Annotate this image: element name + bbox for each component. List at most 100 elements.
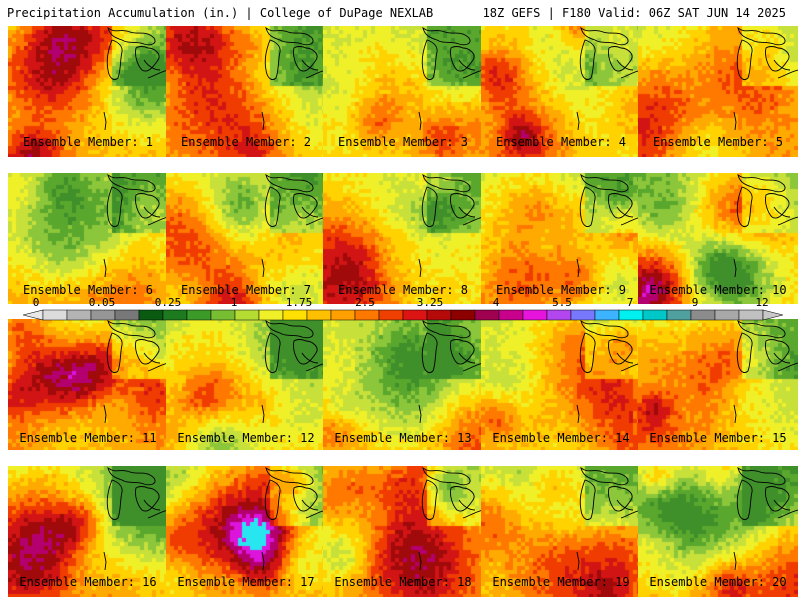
great-lakes-outline: [733, 26, 798, 131]
ensemble-member-label: Ensemble Member: 12: [177, 431, 315, 445]
great-lakes-outline: [261, 319, 326, 424]
ensemble-member-map: [323, 173, 483, 304]
great-lakes-outline: [103, 319, 168, 424]
ensemble-member-map: [166, 466, 326, 597]
great-lakes-outline: [261, 466, 326, 571]
colorbar-tick-label: 0: [32, 296, 40, 309]
great-lakes-outline: [418, 26, 483, 131]
colorbar-bin: [522, 309, 548, 321]
colorbar-bin: [618, 309, 644, 321]
colorbar-bin: [546, 309, 572, 321]
colorbar-bin: [570, 309, 596, 321]
ensemble-member-map: [638, 26, 798, 157]
colorbar-bin: [738, 309, 764, 321]
ensemble-member-map: [481, 173, 641, 304]
ensemble-member-map: [166, 26, 326, 157]
ensemble-member-label: Ensemble Member: 20: [649, 575, 787, 589]
ensemble-member-label: Ensemble Member: 16: [19, 575, 157, 589]
ensemble-member-label: Ensemble Member: 7: [180, 283, 312, 297]
precip-field: [638, 173, 798, 304]
precip-field: [166, 466, 326, 597]
ensemble-member-label: Ensemble Member: 10: [649, 283, 787, 297]
colorbar-tick-label: 9: [691, 296, 699, 309]
colorbar-tick-label: 1: [230, 296, 238, 309]
colorbar-bin: [138, 309, 164, 321]
ensemble-member-label: Ensemble Member: 11: [19, 431, 157, 445]
precip-colorbar: [23, 309, 783, 321]
colorbar-bin: [162, 309, 188, 321]
precip-field: [166, 319, 326, 450]
great-lakes-outline: [576, 319, 641, 424]
ensemble-member-map: [638, 466, 798, 597]
ensemble-member-label: Ensemble Member: 6: [22, 283, 154, 297]
colorbar-tick-label: 2.5: [355, 296, 375, 309]
colorbar-bin: [690, 309, 716, 321]
ensemble-member-map: [638, 173, 798, 304]
ensemble-member-label: Ensemble Member: 1: [22, 135, 154, 149]
model-run-info: 18Z GEFS | F180 Valid: 06Z SAT JUN 14 20…: [482, 6, 786, 20]
precip-field: [638, 466, 798, 597]
colorbar-bin: [474, 309, 500, 321]
colorbar-bin: [330, 309, 356, 321]
precip-field: [166, 26, 326, 157]
colorbar-bin: [258, 309, 284, 321]
great-lakes-outline: [103, 26, 168, 131]
colorbar-bin: [186, 309, 212, 321]
ensemble-member-label: Ensemble Member: 19: [492, 575, 630, 589]
colorbar-tick-label: 5.5: [552, 296, 572, 309]
colorbar-bin: [42, 309, 68, 321]
precip-field: [323, 466, 483, 597]
precip-field: [8, 173, 168, 304]
ensemble-member-map: [481, 26, 641, 157]
ensemble-member-map: [481, 466, 641, 597]
colorbar-bin: [114, 309, 140, 321]
great-lakes-outline: [733, 319, 798, 424]
ensemble-member-map: [638, 319, 798, 450]
colorbar-bin: [90, 309, 116, 321]
ensemble-member-label: Ensemble Member: 4: [495, 135, 627, 149]
ensemble-member-map: [481, 319, 641, 450]
ensemble-member-map: [8, 466, 168, 597]
great-lakes-outline: [103, 466, 168, 571]
great-lakes-outline: [576, 466, 641, 571]
great-lakes-outline: [733, 173, 798, 278]
colorbar-bin: [426, 309, 452, 321]
colorbar-bin: [66, 309, 92, 321]
colorbar-tick-label: 0.25: [154, 296, 182, 309]
map-title: Precipitation Accumulation (in.) | Colle…: [7, 6, 434, 20]
precip-field: [481, 466, 641, 597]
colorbar-bin: [354, 309, 380, 321]
ensemble-member-label: Ensemble Member: 8: [337, 283, 469, 297]
colorbar-bin: [498, 309, 524, 321]
ensemble-member-label: Ensemble Member: 5: [652, 135, 784, 149]
ensemble-member-map: [8, 26, 168, 157]
precip-field: [481, 319, 641, 450]
ensemble-member-map: [8, 319, 168, 450]
ensemble-member-label: Ensemble Member: 18: [334, 575, 472, 589]
colorbar-min-arrow: [23, 309, 44, 321]
colorbar-bin: [642, 309, 668, 321]
ensemble-member-map: [323, 319, 483, 450]
colorbar-bin: [282, 309, 308, 321]
ensemble-member-map: [8, 173, 168, 304]
colorbar-bin: [666, 309, 692, 321]
ensemble-member-map: [323, 26, 483, 157]
ensemble-member-label: Ensemble Member: 15: [649, 431, 787, 445]
precip-field: [481, 173, 641, 304]
precip-field: [323, 319, 483, 450]
precip-field: [323, 26, 483, 157]
colorbar-bin: [594, 309, 620, 321]
precip-field: [323, 173, 483, 304]
precip-field: [8, 319, 168, 450]
precip-field: [638, 319, 798, 450]
colorbar-tick-label: 12: [755, 296, 769, 309]
ensemble-member-label: Ensemble Member: 14: [492, 431, 630, 445]
precip-field: [638, 26, 798, 157]
colorbar-bin: [402, 309, 428, 321]
colorbar-bin: [378, 309, 404, 321]
colorbar-max-arrow: [762, 309, 783, 321]
colorbar-bin: [210, 309, 236, 321]
ensemble-member-label: Ensemble Member: 17: [177, 575, 315, 589]
ensemble-member-map: [166, 319, 326, 450]
colorbar-tick-label: 4: [492, 296, 500, 309]
